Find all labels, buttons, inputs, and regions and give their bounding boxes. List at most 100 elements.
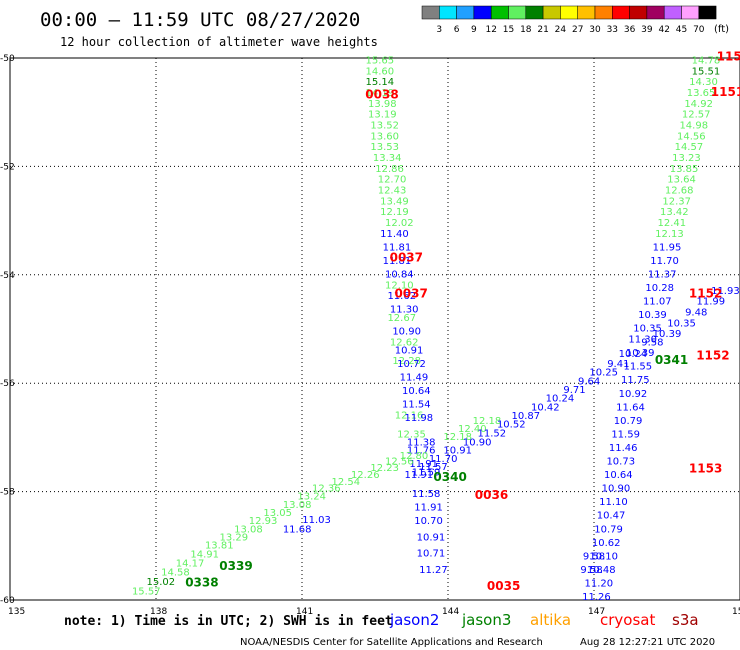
y-tick-label: -56 [0,379,15,389]
y-axis-ticks: -50 -52 -54 -56 -58 -60 [0,54,15,606]
wave-height-value: 10.35 [633,324,662,335]
x-axis-ticks: 135 138 141 144 147 150 [8,607,740,617]
colorbar: 3 6 9 12 15 18 21 24 27 30 33 36 39 42 45 70 [421,5,717,35]
wave-height-value: 14.57 [675,142,704,153]
wave-height-value: 11.59 [611,429,640,440]
legend-entry-cryosat: cryosat [600,611,655,629]
wave-height-value: 11.62 [387,291,416,302]
colorbar-swatch [577,5,596,20]
wave-height-value: 12.80 [400,451,429,462]
y-tick-label: -60 [0,596,15,606]
pass-time-label: 0036 [475,488,508,502]
wave-height-value: 14.92 [684,99,713,110]
wave-height-value: 10.64 [402,386,431,397]
colorbar-swatch [542,5,561,20]
colorbar-tick-label: 36 [624,25,636,35]
wave-height-value: 14.56 [677,131,706,142]
wave-height-value: 12.19 [380,207,409,218]
wave-height-value: 10.90 [602,484,631,495]
wave-height-value: 11.27 [419,565,448,576]
wave-height-value: 10.52 [497,420,526,431]
wave-height-value: 11.81 [383,256,412,267]
wave-height-value: 13.42 [660,207,689,218]
wave-height-value: 12.02 [385,218,414,229]
colorbar-tick-label: 24 [555,25,567,35]
colorbar-swatch [663,5,682,20]
wave-height-value: 10.47 [597,511,626,522]
colorbar-swatch [508,5,527,20]
colorbar-swatch [421,5,440,20]
colorbar-tick-label: 9 [471,25,477,35]
x-tick-label: 144 [442,607,459,617]
wave-height-value: 10.28 [645,283,674,294]
wave-height-value: 13.08 [234,524,263,535]
wave-height-value: 13.24 [297,492,326,503]
wave-height-value: 10.73 [606,457,635,468]
colorbar-swatch [594,5,613,20]
y-tick-label: -52 [0,162,15,172]
wave-height-value: 11.03 [302,515,331,526]
wave-height-value: 12.68 [665,186,694,197]
wave-height-value: 11.37 [648,270,677,281]
wave-height-value: 10.24 [546,394,575,405]
colorbar-swatch [612,5,630,20]
wave-height-value: 11.55 [623,362,652,373]
x-tick-label: 150 [732,607,740,617]
wave-height-value: 11.38 [407,438,436,449]
wave-height-value: 11.70 [429,454,458,465]
colorbar-tick-label: 3 [436,25,442,35]
colorbar-swatch [473,5,492,20]
wave-height-value: 13.52 [370,120,399,131]
wave-height-value: 11.46 [609,443,638,454]
wave-height-value: 13.64 [667,175,696,186]
wave-height-value: 9.71 [563,385,585,396]
wave-height-value: 12.36 [312,484,341,495]
wave-height-value: 10.90 [392,326,421,337]
wave-height-value: 15.02 [147,577,176,588]
wave-height-value: 15.57 [132,587,161,598]
wave-height-value: 12.93 [249,516,278,527]
wave-height-value: 12.57 [682,110,711,121]
wave-height-value: 13.23 [672,153,701,164]
wave-height-value: 15.65 [366,55,395,66]
wave-height-value: 15.14 [366,77,395,88]
colorbar-swatch [439,5,457,20]
legend-entry-s3a: s3a [672,611,699,629]
wave-height-value: 10.62 [592,538,621,549]
wave-height-value: 14.58 [161,568,190,579]
wave-height-value: 12.56 [385,457,414,468]
chart-subtitle: 12 hour collection of altimeter wave hei… [60,35,378,49]
wave-height-value: 10.25 [589,368,618,379]
legend-entry-jason3: jason3 [461,611,511,629]
wave-height-value: 10.39 [626,348,655,359]
wave-height-value: 11.26 [582,592,611,603]
wave-height-value: 9.58 [580,565,602,576]
wave-height-value: 12.41 [658,218,687,229]
wave-height-value: 11.07 [643,297,672,308]
wave-height-value: 10.48 [587,565,616,576]
wave-height-value: 11.81 [383,242,412,253]
wave-height-value: 9.64 [578,376,600,387]
wave-height-value: 11.58 [412,489,441,500]
colorbar-tick-label: 39 [641,25,653,35]
colorbar-tick-label: 30 [589,25,601,35]
colorbar-swatch [525,5,544,20]
wave-height-value: 11.49 [400,372,429,383]
wave-height-value: 10.39 [638,310,667,321]
wave-height-value: 11.91 [404,470,433,481]
wave-height-value: 11.91 [414,503,443,514]
wave-height-value: 12.67 [387,313,416,324]
colorbar-tick-label: 70 [693,25,705,35]
wave-height-value: 15.51 [692,66,721,77]
wave-height-value: 10.39 [653,329,682,340]
wave-height-value: 11.76 [407,446,436,457]
wave-height-value: 12.18 [473,416,502,427]
wave-height-value: 11.30 [628,335,657,346]
colorbar-swatch [646,5,665,20]
wave-height-value: 10.79 [594,524,623,535]
wave-height-value: 13.34 [373,153,402,164]
wave-height-value: 9.41 [607,359,629,370]
wave-height-value: 10.91 [417,532,446,543]
wave-height-value: 10.90 [463,438,492,449]
colorbar-tick-label: 15 [503,25,514,35]
